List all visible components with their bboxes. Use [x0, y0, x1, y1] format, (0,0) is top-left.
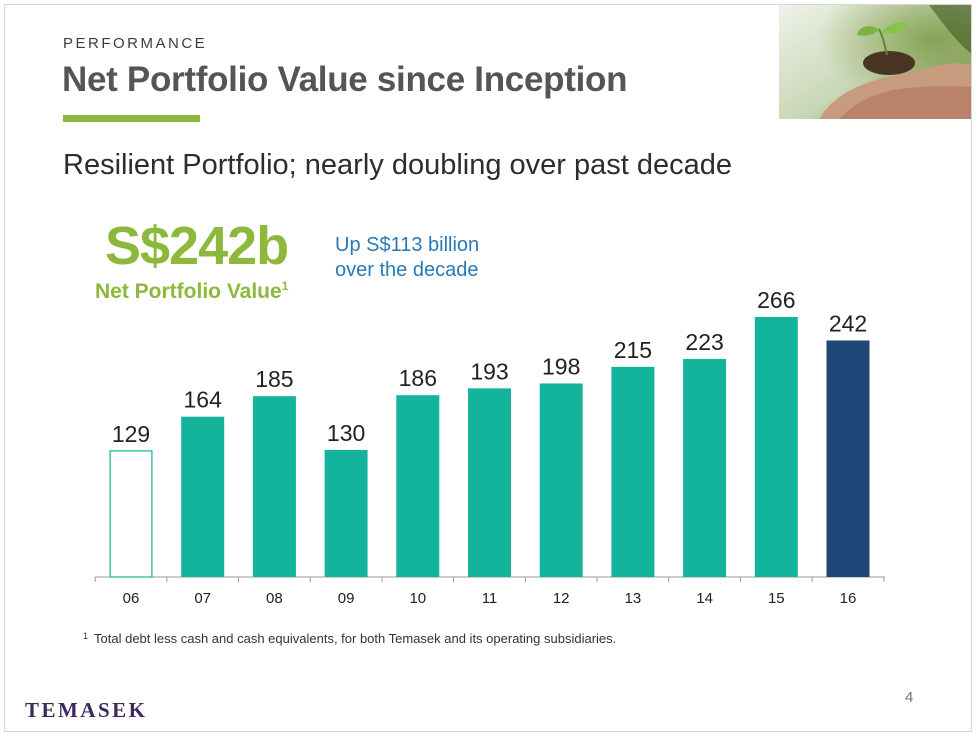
footnote-marker: 1	[83, 631, 89, 641]
bar-09	[324, 449, 368, 577]
category-label-12: 12	[553, 590, 570, 607]
bar-08	[252, 396, 296, 577]
value-label-08: 185	[255, 366, 293, 392]
category-label-11: 11	[482, 590, 498, 607]
category-label-16: 16	[840, 590, 857, 607]
value-label-13: 215	[614, 337, 652, 363]
value-label-10: 186	[399, 365, 437, 391]
bar-11	[468, 388, 511, 577]
kpi-label: Net Portfolio Value1	[95, 279, 288, 304]
category-label-10: 10	[409, 590, 426, 607]
category-label-09: 09	[338, 590, 355, 607]
section-label: PERFORMANCE	[63, 35, 208, 52]
hands-holding-seedling-image	[779, 5, 971, 119]
value-label-07: 164	[184, 387, 223, 413]
category-label-15: 15	[768, 590, 785, 607]
kpi-label-text: Net Portfolio Value	[95, 280, 282, 303]
category-label-06: 06	[123, 590, 140, 607]
value-label-09: 130	[327, 420, 365, 446]
page-title: Net Portfolio Value since Inception	[62, 60, 628, 99]
bar-16	[826, 340, 870, 577]
bar-07	[181, 416, 225, 577]
value-label-06: 129	[112, 421, 150, 447]
value-label-12: 198	[542, 353, 580, 379]
bar-12	[539, 383, 583, 577]
kpi-value: S$242b	[105, 216, 289, 276]
category-label-08: 08	[266, 590, 283, 607]
bar-10	[396, 395, 440, 577]
footnote-text: Total debt less cash and cash equivalent…	[94, 631, 617, 646]
bar-13	[611, 366, 655, 577]
bar-15	[754, 317, 798, 577]
bar-chart: 129 06 164 07 185 08 130 09 186 10 193 11 198 12 215 13…	[94, 287, 885, 607]
growth-callout: Up S$113 billion over the decade	[335, 233, 535, 283]
category-label-07: 07	[194, 590, 211, 607]
value-label-15: 266	[757, 287, 795, 313]
value-label-11: 193	[470, 358, 508, 384]
bar-06	[109, 450, 153, 578]
footnote: 1 Total debt less cash and cash equivalen…	[83, 631, 616, 646]
title-underline	[63, 115, 200, 122]
category-label-14: 14	[696, 590, 713, 607]
slide: PERFORMANCE Net Portfolio Value since In…	[4, 4, 972, 732]
callout-line-2: over the decade	[335, 259, 479, 281]
callout-line-1: Up S$113 billion	[335, 234, 480, 256]
page-number: 4	[905, 689, 914, 706]
subtitle: Resilient Portfolio; nearly doubling ove…	[63, 149, 733, 181]
value-label-16: 242	[829, 310, 867, 336]
value-label-14: 223	[685, 329, 723, 355]
temasek-logo: TEMASEK	[25, 698, 148, 722]
bar-14	[683, 359, 727, 577]
category-label-13: 13	[625, 590, 642, 607]
kpi-footnote-marker: 1	[281, 279, 289, 293]
